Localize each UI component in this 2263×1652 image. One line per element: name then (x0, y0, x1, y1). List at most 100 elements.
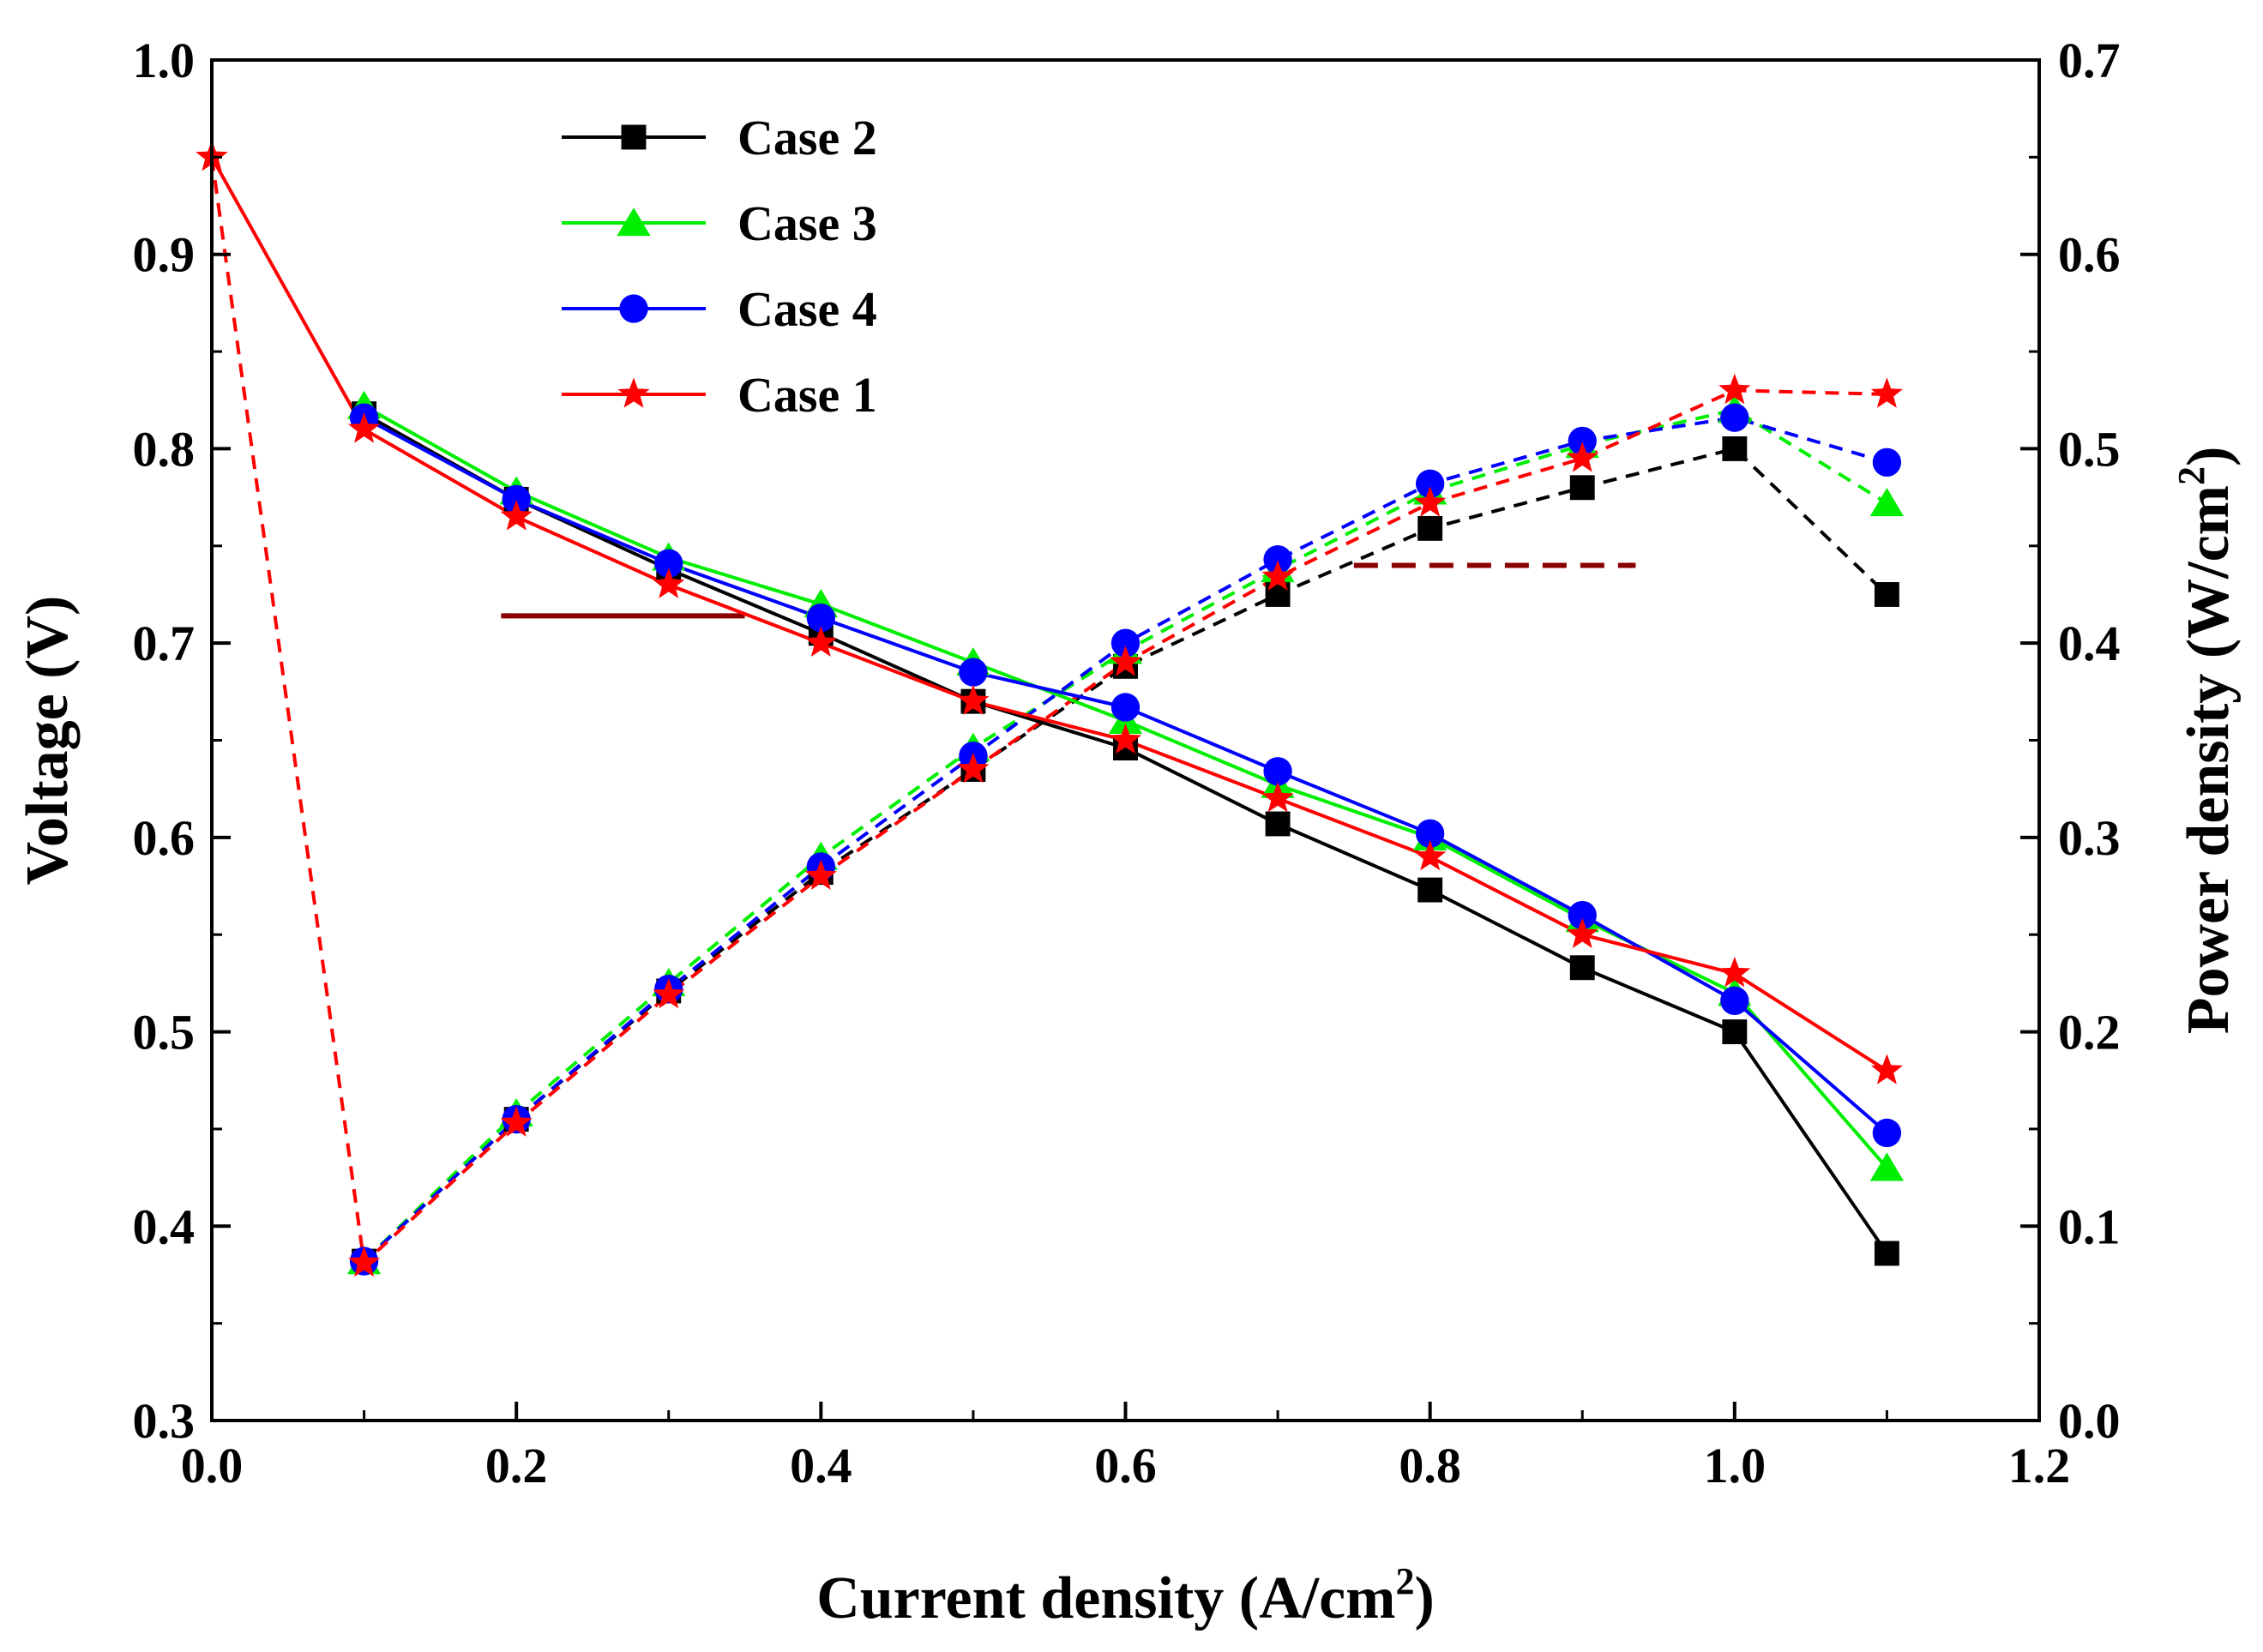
voltage-point-case-1 (1566, 917, 1598, 948)
voltage-line-case-2 (363, 411, 1889, 1255)
power-lines-layer (210, 157, 1888, 1267)
voltage-point-case-1 (1870, 1054, 1903, 1084)
y-right-tick-label: 0.0 (2058, 1393, 2121, 1449)
x-tick-label: 1.0 (1704, 1438, 1766, 1493)
voltage-point-case-4 (1263, 757, 1292, 786)
power-point-case-1 (348, 1246, 381, 1277)
x-tick-label: 0.0 (181, 1438, 244, 1493)
voltage-point-case-2 (1417, 877, 1443, 903)
voltage-line-case-1 (210, 156, 1888, 1072)
y-right-tick-label: 0.4 (2058, 616, 2121, 671)
voltage-point-case-1 (804, 626, 837, 657)
x-tick-labels: 0.0 0.2 0.4 0.6 0.8 1.0 1.2 (181, 1438, 2071, 1493)
power-point-case-1 (1414, 486, 1447, 517)
voltage-point-case-1 (653, 568, 685, 598)
x-axis-title-sup: 2 (1395, 1560, 1414, 1602)
power-point-case-2 (1265, 582, 1291, 607)
power-line-case-2 (363, 447, 1888, 1263)
y-right-axis-title: Power density (W/cm2) (2170, 447, 2242, 1035)
voltage-point-case-1 (500, 500, 533, 531)
y-left-tick-label: 1.0 (133, 33, 196, 88)
power-point-case-4 (1263, 544, 1292, 574)
power-point-case-4 (1416, 469, 1445, 498)
power-point-case-1 (653, 977, 685, 1009)
voltage-point-case-2 (1569, 955, 1595, 981)
power-point-case-4 (1872, 448, 1902, 477)
y-left-axis-title: Voltage (V) (15, 596, 81, 886)
markers-layer (196, 140, 1905, 1277)
power-point-case-2 (1417, 515, 1443, 541)
voltage-point-case-1 (1718, 957, 1751, 988)
y-left-tick-label: 0.3 (133, 1393, 196, 1449)
voltage-point-case-1 (1414, 840, 1447, 871)
x-axis-title-end: ) (1414, 1565, 1434, 1631)
power-point-case-1 (1109, 646, 1142, 676)
voltage-point-case-3 (1869, 1152, 1905, 1181)
voltage-point-case-1 (348, 412, 381, 443)
legend-label-case-1: Case 1 (737, 367, 877, 423)
y-right-axis-title-sup: 2 (2170, 466, 2212, 485)
legend-marker-case-4 (619, 294, 648, 323)
power-point-case-1 (1870, 377, 1903, 408)
annotation-layer (500, 562, 1637, 619)
legend-label-case-4: Case 4 (737, 281, 877, 337)
power-point-case-1 (957, 753, 990, 784)
power-line-case-4 (363, 416, 1887, 1263)
x-tick-label: 0.8 (1399, 1438, 1461, 1493)
legend-label-case-3: Case 3 (737, 195, 877, 251)
y-right-tick-label: 0.1 (2058, 1198, 2121, 1254)
power-point-case-1 (500, 1106, 533, 1137)
y-left-tick-label: 0.9 (133, 227, 196, 283)
power-point-case-4 (1568, 426, 1597, 456)
y-left-tick-label: 0.7 (133, 616, 196, 671)
y-right-tick-label: 0.2 (2058, 1005, 2121, 1060)
power-point-case-1 (804, 859, 837, 890)
y-left-tick-label: 0.8 (133, 421, 196, 477)
x-axis-title-main: Current density (A/cm (816, 1565, 1395, 1631)
voltage-point-case-4 (1110, 693, 1141, 722)
y-left-tick-label: 0.5 (133, 1005, 196, 1060)
voltage-point-case-4 (1416, 819, 1445, 848)
power-point-case-1 (1718, 373, 1751, 405)
legend-marker-case-3 (617, 207, 651, 237)
voltage-lines-layer (210, 156, 1889, 1255)
voltage-point-case-1 (957, 684, 990, 715)
legend-label-case-2: Case 2 (737, 110, 877, 165)
voltage-point-case-4 (806, 604, 835, 633)
power-line-case-3 (363, 407, 1888, 1263)
power-point-case-1 (1566, 442, 1598, 472)
voltage-point-case-4 (654, 549, 683, 578)
tick-layer (210, 58, 2041, 1422)
legend-marker-case-2 (621, 124, 647, 150)
x-tick-label: 0.2 (485, 1438, 548, 1493)
y-right-tick-label: 0.3 (2058, 810, 2121, 866)
voltage-point-case-4 (502, 484, 531, 514)
legend: Case 2 Case 3 Case 4 Case 1 (562, 110, 877, 423)
voltage-point-case-4 (1720, 986, 1749, 1015)
y-left-tick-label: 0.6 (133, 810, 196, 866)
voltage-point-case-4 (1568, 900, 1597, 930)
y-right-tick-label: 0.7 (2058, 33, 2121, 88)
voltage-point-case-4 (959, 658, 988, 687)
y-right-tick-label: 0.6 (2058, 227, 2121, 283)
x-axis-title: Current density (A/cm2) (816, 1560, 1435, 1631)
x-tick-label: 0.4 (790, 1438, 852, 1493)
y-right-axis-title-end: ) (2176, 447, 2242, 466)
y-right-axis-title-main: Power density (W/cm (2176, 485, 2242, 1034)
y-right-tick-label: 0.5 (2058, 421, 2121, 477)
voltage-point-case-2 (1265, 811, 1291, 837)
power-point-case-4 (1720, 403, 1749, 432)
power-line-case-1 (210, 157, 1887, 1267)
y-right-tick-labels: 0.0 0.1 0.2 0.3 0.4 0.5 0.6 0.7 (2058, 33, 2121, 1449)
voltage-point-case-1 (1109, 723, 1142, 754)
power-point-case-2 (1722, 436, 1748, 461)
y-left-tick-label: 0.4 (133, 1198, 196, 1254)
legend-marker-case-1 (617, 377, 650, 408)
power-point-case-2 (1569, 475, 1595, 501)
voltage-point-case-2 (1722, 1019, 1748, 1045)
x-tick-label: 1.2 (2008, 1438, 2071, 1493)
y-left-tick-labels: 0.3 0.4 0.5 0.6 0.7 0.8 0.9 1.0 (133, 33, 196, 1449)
power-point-case-2 (1874, 582, 1899, 607)
power-point-case-4 (1110, 628, 1141, 658)
